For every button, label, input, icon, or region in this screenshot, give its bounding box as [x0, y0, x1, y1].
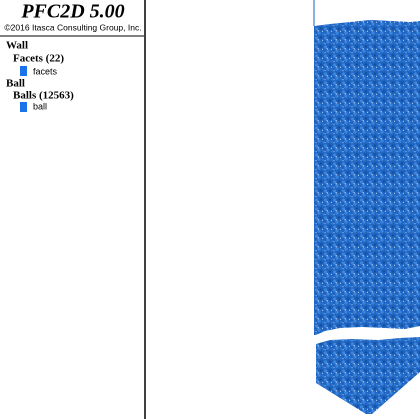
- group-subheading: Facets (22): [13, 53, 64, 65]
- app-title: PFC2D 5.00: [20, 1, 124, 23]
- silo-view: [314, 0, 420, 414]
- group-subheading: Balls (12563): [13, 90, 74, 102]
- screen: PFC2D 5.00 ©2016 Itasca Consulting Group…: [0, 0, 420, 419]
- copyright: ©2016 Itasca Consulting Group, Inc.: [4, 22, 141, 32]
- ball-assembly: [314, 20, 420, 335]
- legend-swatch: [20, 102, 27, 112]
- ball-assembly: [316, 337, 420, 414]
- group-heading: Wall: [6, 40, 28, 52]
- legend-item: ball: [33, 101, 47, 111]
- group-heading: Ball: [6, 78, 25, 90]
- legend-swatch: [20, 66, 27, 76]
- legend-item: facets: [33, 66, 58, 76]
- legend-panel: PFC2D 5.00 ©2016 Itasca Consulting Group…: [0, 1, 144, 112]
